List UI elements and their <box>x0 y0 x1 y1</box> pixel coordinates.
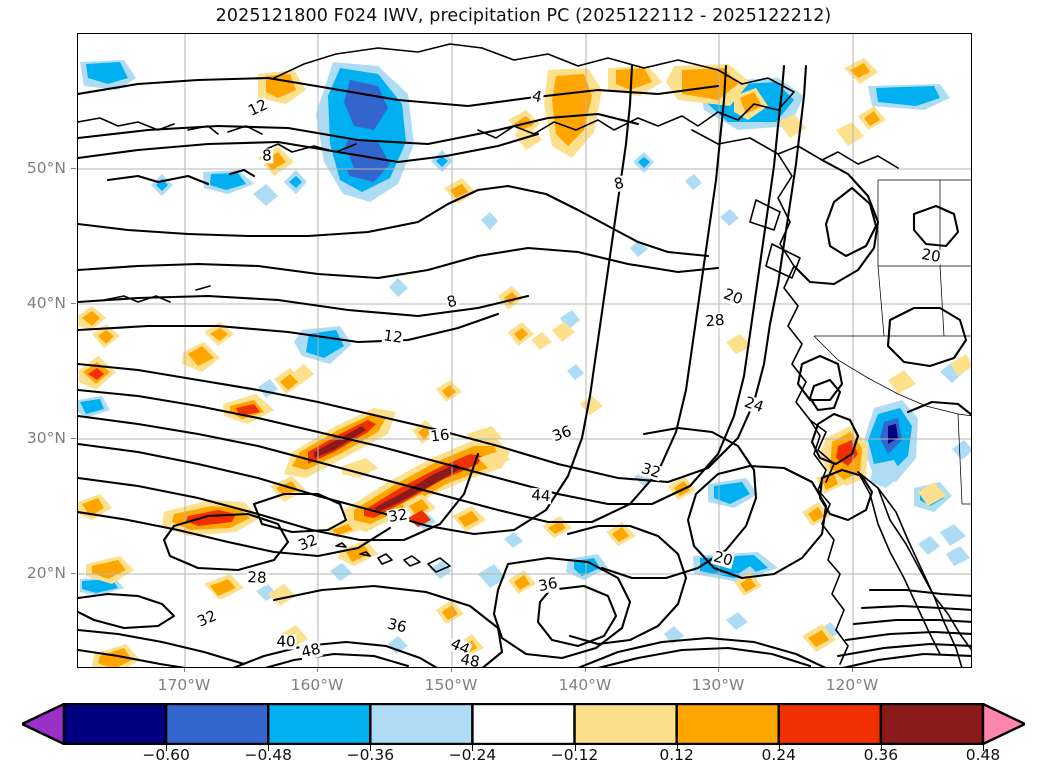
colorbar-swatches[interactable] <box>22 703 1025 745</box>
y-tick-50n <box>71 168 76 169</box>
x-tick-170w <box>184 668 185 672</box>
y-axis-label-30n: 30°N <box>26 429 66 447</box>
colorbar-tick-2 <box>370 745 372 751</box>
contour-label-32-18: 32 <box>386 505 410 526</box>
x-tick-140w <box>585 668 586 672</box>
colorbar-tick-1 <box>268 745 270 751</box>
colorbar-label-0: −0.60 <box>142 746 190 764</box>
colorbar-label-1: −0.48 <box>244 746 292 764</box>
colorbar-block-light-yellow <box>573 703 678 745</box>
colorbar-tick-6 <box>778 745 780 751</box>
contour-label-36-24: 36 <box>385 614 409 637</box>
contour-label-28-10: 28 <box>703 310 727 331</box>
x-tick-160w <box>317 668 318 672</box>
contour-label-40-25: 40 <box>275 632 297 651</box>
contour-label-16-14: 16 <box>428 425 452 446</box>
coastline-layer <box>78 43 971 667</box>
x-axis-label-130w: 130°W <box>691 676 745 694</box>
colorbar-label-7: 0.36 <box>863 746 899 764</box>
y-axis-label-50n: 50°N <box>26 159 66 177</box>
y-axis-label-40n: 40°N <box>26 294 66 312</box>
contour-label-28-21: 28 <box>246 568 268 587</box>
colorbar-block-navy <box>62 703 168 745</box>
contour-label-20-5: 20 <box>919 244 943 267</box>
colorbar-block-orange <box>675 703 780 745</box>
x-tick-120w <box>852 668 853 672</box>
contour-layer <box>78 64 971 667</box>
colorbar-extend-max-pink <box>981 703 1025 745</box>
contour-label-36-22: 36 <box>536 573 560 596</box>
political-border-layer <box>813 179 971 505</box>
colorbar-block-cyan <box>267 703 372 745</box>
x-tick-130w <box>718 668 719 672</box>
colorbar-block-dark-red <box>879 703 985 745</box>
contour-label-12-9: 12 <box>381 326 405 347</box>
y-tick-20n <box>71 573 76 574</box>
colorbar-block-red-orange <box>777 703 883 745</box>
colorbar-block-light-blue <box>369 703 474 745</box>
colorbar[interactable]: −0.60 −0.48 −0.36 −0.24 −0.12 0.12 0.24 … <box>0 700 1047 765</box>
colorbar-tick-0 <box>166 745 168 751</box>
map-axes[interactable]: 1248842088201228824816363244323220283632… <box>77 33 972 668</box>
y-tick-30n <box>71 438 76 439</box>
contour-label-8-2: 8 <box>261 146 273 165</box>
colorbar-tick-3 <box>472 745 474 751</box>
shaded-anomaly-layer <box>78 58 971 667</box>
x-axis-label-140w: 140°W <box>558 676 612 694</box>
x-axis-label-170w: 170°W <box>157 676 211 694</box>
y-tick-40n <box>71 303 76 304</box>
colorbar-label-3: −0.24 <box>448 746 497 764</box>
colorbar-label-4: −0.12 <box>550 746 599 764</box>
contour-label-44-17: 44 <box>529 485 553 506</box>
contour-label-48-28: 48 <box>458 650 482 667</box>
colorbar-tick-8 <box>983 745 984 751</box>
colorbar-label-6: 0.24 <box>761 746 797 764</box>
colorbar-tick-4 <box>574 745 576 751</box>
x-axis-label-160w: 160°W <box>290 676 344 694</box>
colorbar-label-8: 0.48 <box>965 746 1001 764</box>
y-axis-label-20n: 20°N <box>26 564 66 582</box>
colorbar-label-2: −0.36 <box>346 746 395 764</box>
colorbar-tick-7 <box>880 745 882 751</box>
colorbar-tick-5 <box>676 745 678 751</box>
x-tick-150w <box>451 668 452 672</box>
x-axis-label-150w: 150°W <box>424 676 478 694</box>
colorbar-block-royal-blue <box>164 703 270 745</box>
chart-title: 2025121800 F024 IWV, precipitation PC (2… <box>215 6 832 26</box>
map-canvas <box>78 34 971 667</box>
x-axis-label-120w: 120°W <box>825 676 879 694</box>
colorbar-block-white <box>471 703 576 745</box>
colorbar-extend-min-purple <box>22 703 66 745</box>
contour-label-48-26: 48 <box>299 639 323 662</box>
colorbar-label-5: 0.12 <box>659 746 694 764</box>
